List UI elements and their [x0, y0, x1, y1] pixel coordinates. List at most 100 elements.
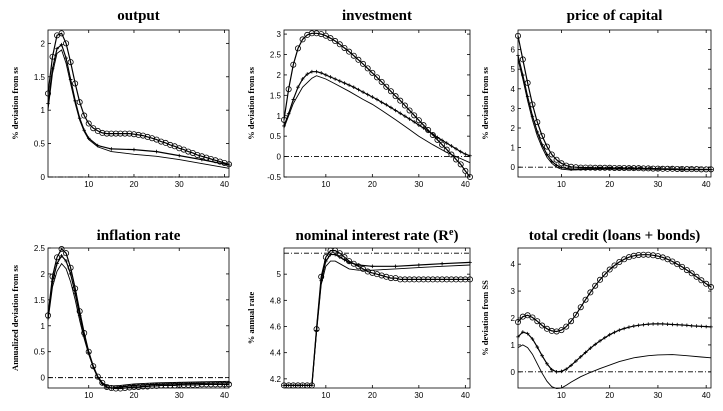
data-point-circle — [415, 117, 422, 124]
data-point-circle — [387, 88, 394, 95]
data-point-circle — [203, 381, 210, 388]
data-point-cross — [689, 324, 694, 328]
data-point-circle — [49, 53, 56, 60]
x-tick-label: 40 — [702, 180, 711, 189]
x-tick-label: 40 — [461, 180, 470, 189]
data-point-cross — [665, 322, 670, 326]
data-point-circle — [415, 276, 422, 283]
data-point-circle — [548, 151, 555, 158]
data-point-cross — [342, 81, 347, 85]
data-point-circle — [420, 122, 427, 129]
data-point-circle — [434, 136, 441, 143]
x-tick-label: 10 — [84, 180, 93, 189]
x-tick-label: 20 — [130, 180, 139, 189]
data-point-circle — [346, 48, 353, 55]
data-point-circle — [434, 276, 441, 283]
data-point-cross — [417, 263, 421, 267]
data-point-cross — [569, 363, 573, 368]
data-point-cross — [699, 324, 704, 329]
data-point-circle — [140, 383, 147, 390]
data-point-circle — [212, 381, 219, 388]
data-point-cross — [554, 163, 559, 168]
data-point-circle — [112, 385, 119, 392]
data-point-cross — [704, 324, 708, 329]
plot-area — [517, 247, 712, 389]
data-point-cross — [200, 157, 204, 162]
y-tick-label: 2 — [41, 270, 46, 279]
x-tick-label: 10 — [321, 391, 330, 400]
plot-area — [283, 29, 471, 178]
x-tick-label: 30 — [175, 180, 184, 189]
data-point-circle — [135, 383, 142, 390]
data-point-cross — [347, 83, 351, 87]
data-point-circle — [327, 35, 334, 42]
data-point-cross — [356, 87, 361, 92]
y-tick-label: 4.4 — [270, 349, 282, 358]
data-point-cross — [296, 85, 300, 89]
data-point-circle — [67, 264, 74, 271]
data-point-cross — [393, 108, 398, 113]
chart-title-suffix: ) — [453, 228, 458, 244]
y-tick-label: 2 — [511, 314, 516, 323]
data-point-cross — [300, 77, 305, 81]
data-point-cross — [286, 111, 291, 116]
chart-svg: output % deviation from ss 0 0.5 1 1.5 2 10 20 30… — [10, 8, 232, 189]
y-axis-label: % annual rate — [246, 292, 256, 345]
data-point-cross — [454, 147, 458, 151]
data-point-circle — [327, 247, 334, 254]
series-line-circle — [517, 254, 712, 333]
data-point-circle — [466, 276, 473, 283]
data-point-cross — [95, 143, 100, 148]
data-point-cross — [525, 331, 530, 336]
y-tick-label: 0.5 — [34, 140, 46, 149]
data-point-cross — [468, 153, 472, 158]
data-point-circle — [308, 30, 315, 37]
data-point-circle — [117, 385, 124, 392]
data-point-circle — [94, 373, 101, 380]
data-point-cross — [578, 354, 583, 359]
data-point-circle — [336, 41, 343, 48]
data-point-cross — [328, 75, 333, 79]
chart-title-superscript: e — [449, 227, 454, 238]
data-point-circle — [332, 247, 339, 254]
series-line-solid — [517, 344, 712, 389]
data-point-circle — [448, 151, 455, 158]
data-point-circle — [674, 261, 681, 268]
data-point-cross — [651, 322, 655, 326]
data-point-circle — [577, 304, 584, 311]
data-point-circle — [58, 246, 65, 253]
series-line-circle — [47, 32, 230, 165]
data-point-cross — [675, 322, 680, 327]
y-tick-label: 0 — [41, 374, 46, 383]
data-point-circle — [411, 276, 418, 283]
y-tick-label: 2 — [511, 124, 516, 133]
data-point-circle — [529, 101, 536, 108]
data-point-circle — [515, 32, 522, 39]
data-point-circle — [308, 382, 315, 389]
data-point-circle — [534, 318, 541, 325]
data-point-circle — [90, 363, 97, 370]
data-point-circle — [72, 80, 79, 87]
data-point-cross — [588, 346, 593, 350]
data-point-circle — [350, 52, 357, 59]
data-point-circle — [350, 260, 357, 267]
data-point-circle — [425, 276, 432, 283]
data-point-circle — [294, 382, 301, 389]
data-point-circle — [225, 161, 232, 168]
y-tick-label: 2 — [41, 39, 46, 48]
data-point-cross — [463, 152, 468, 156]
series-line-solid — [283, 75, 471, 164]
y-tick-label: 1 — [511, 341, 516, 350]
data-point-circle — [425, 127, 432, 134]
data-point-cross — [389, 105, 393, 110]
data-point-cross — [521, 330, 525, 334]
data-point-circle — [693, 273, 700, 280]
data-point-cross — [540, 353, 544, 358]
data-point-cross — [545, 152, 549, 157]
data-point-cross — [559, 369, 564, 374]
y-tick-label: 2 — [277, 71, 282, 80]
x-tick-label: 20 — [368, 180, 377, 189]
data-point-circle — [153, 382, 160, 389]
data-point-cross — [109, 147, 114, 151]
data-point-cross — [612, 330, 617, 335]
